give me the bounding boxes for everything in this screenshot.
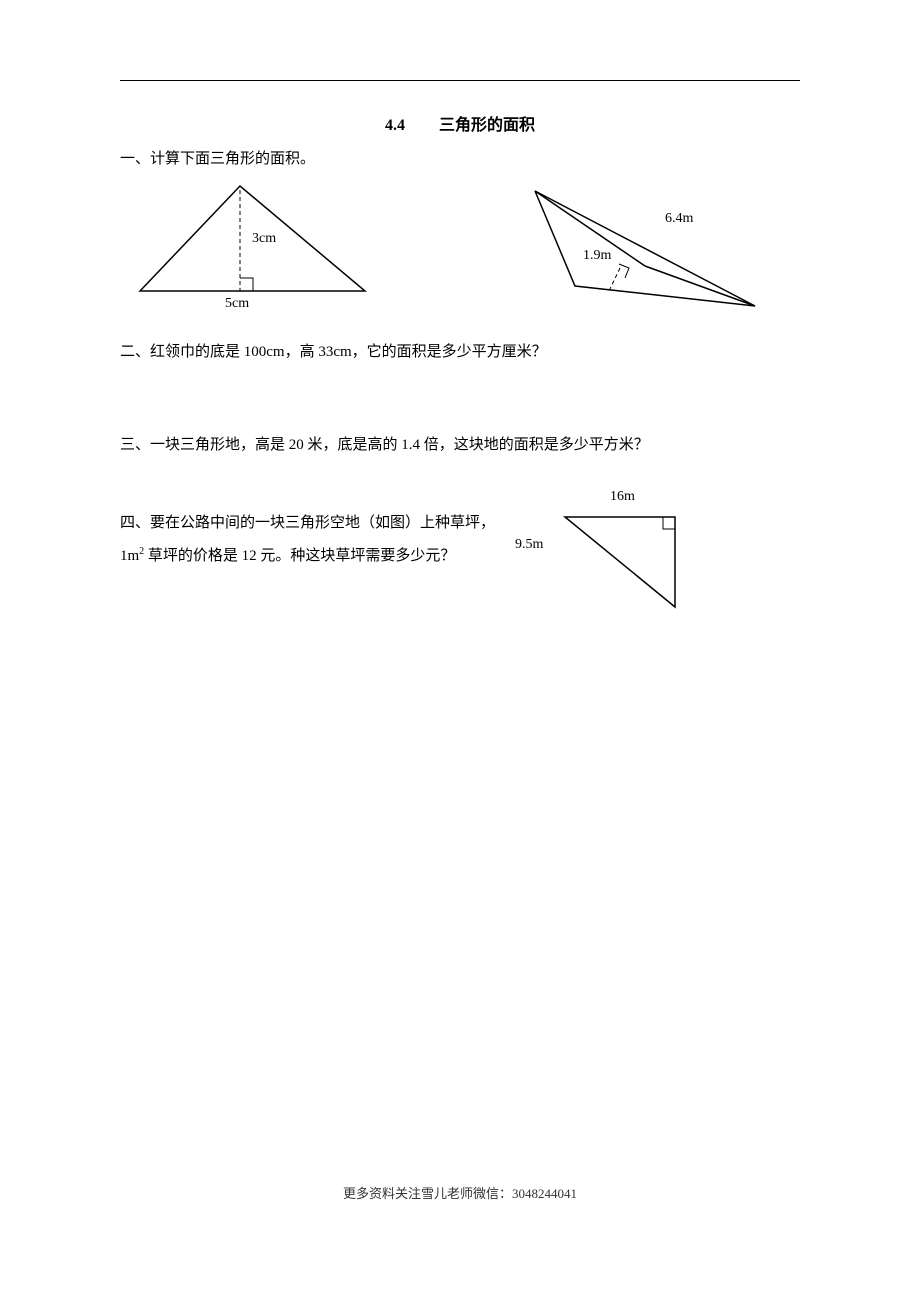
triangle4-svg [555,507,685,617]
q3-text: 三、一块三角形地，高是 20 米，底是高的 1.4 倍，这块地的面积是多少平方米… [120,429,800,462]
tri1-base-label: 5cm [225,296,249,312]
q4-line2: 1m2 草坪的价格是 12 元。种这块草坪需要多少元？ [120,540,495,573]
q2-text: 二、红领巾的底是 100cm，高 33cm，它的面积是多少平方厘米？ [120,336,800,369]
triangle2-svg [525,176,765,316]
q1-triangle-2: 6.4m 1.9m [525,176,765,316]
q1-text: 一、计算下面三角形的面积。 [120,143,800,176]
q4-line1: 四、要在公路中间的一块三角形空地（如图）上种草坪， [120,507,495,540]
question-2: 二、红领巾的底是 100cm，高 33cm，它的面积是多少平方厘米？ [120,336,800,369]
tri1-height-label: 3cm [252,231,276,247]
page-footer: 更多资料关注雪儿老师微信：3048244041 [0,1183,920,1202]
page-title: 4.4 三角形的面积 [120,111,800,135]
question-1: 一、计算下面三角形的面积。 3cm 5cm 6.4 [120,143,800,316]
tri4-left-label: 9.5m [515,537,543,553]
question-4: 四、要在公路中间的一块三角形空地（如图）上种草坪， 1m2 草坪的价格是 12 … [120,507,800,617]
tri2-height-label: 1.9m [583,248,611,264]
title-number: 4.4 [385,117,405,134]
title-text: 三角形的面积 [439,117,535,134]
question-3: 三、一块三角形地，高是 20 米，底是高的 1.4 倍，这块地的面积是多少平方米… [120,429,800,462]
top-rule [120,80,800,81]
tri4-top-label: 16m [610,489,635,505]
q4-triangle: 16m 9.5m [555,507,685,617]
tri2-side-label: 6.4m [665,211,693,227]
q1-triangle-1: 3cm 5cm [130,176,375,316]
